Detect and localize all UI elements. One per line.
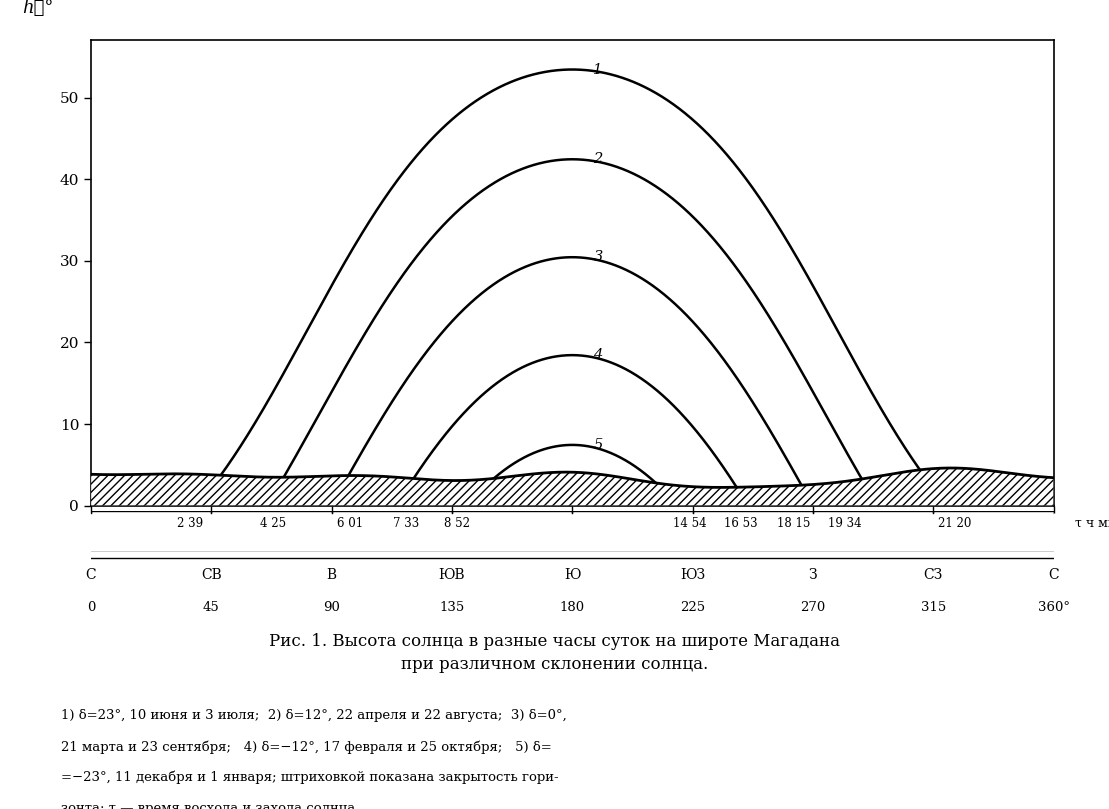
- Text: 19 34: 19 34: [828, 517, 862, 530]
- Text: 315: 315: [920, 601, 946, 614]
- Text: 1) δ=23°, 10 июня и 3 июля;  2) δ=12°, 22 апреля и 22 августа;  3) δ=0°,: 1) δ=23°, 10 июня и 3 июля; 2) δ=12°, 22…: [61, 709, 567, 722]
- Text: ЮВ: ЮВ: [438, 568, 466, 582]
- Text: 3: 3: [593, 250, 602, 265]
- Text: В: В: [326, 568, 337, 582]
- Text: зонта; τ — время восхода и захода солнца.: зонта; τ — время восхода и захода солнца…: [61, 802, 359, 809]
- Text: Рис. 1. Высота солнца в разные часы суток на широте Магадана
при различном склон: Рис. 1. Высота солнца в разные часы суто…: [269, 633, 840, 673]
- Text: 135: 135: [439, 601, 465, 614]
- Text: 0: 0: [87, 601, 95, 614]
- Text: 4 25: 4 25: [260, 517, 286, 530]
- Text: СВ: СВ: [201, 568, 222, 582]
- Text: 1: 1: [593, 62, 602, 77]
- Text: 90: 90: [323, 601, 340, 614]
- Text: 225: 225: [680, 601, 705, 614]
- Text: 2 39: 2 39: [176, 517, 203, 530]
- Text: 360°: 360°: [1038, 601, 1069, 614]
- Text: =−23°, 11 декабря и 1 января; штриховкой показана закрытость гори-: =−23°, 11 декабря и 1 января; штриховкой…: [61, 771, 559, 785]
- Text: 8 52: 8 52: [445, 517, 470, 530]
- Text: ЮЗ: ЮЗ: [680, 568, 705, 582]
- Text: 270: 270: [801, 601, 825, 614]
- Text: 21 марта и 23 сентября;   4) δ=−12°, 17 февраля и 25 октября;   5) δ=: 21 марта и 23 сентября; 4) δ=−12°, 17 фе…: [61, 740, 552, 754]
- Text: З: З: [808, 568, 817, 582]
- Text: С: С: [1048, 568, 1059, 582]
- Text: h☉°: h☉°: [22, 0, 53, 17]
- Text: 18 15: 18 15: [777, 517, 811, 530]
- Text: СЗ: СЗ: [924, 568, 943, 582]
- Text: τ ч мин: τ ч мин: [1075, 517, 1109, 530]
- Text: 2: 2: [593, 152, 602, 167]
- Text: Ю: Ю: [564, 568, 580, 582]
- Text: С: С: [85, 568, 96, 582]
- Text: 21 20: 21 20: [938, 517, 971, 530]
- Text: 4: 4: [593, 348, 602, 362]
- Text: 16 53: 16 53: [724, 517, 757, 530]
- Text: 7 33: 7 33: [394, 517, 419, 530]
- Text: 6 01: 6 01: [337, 517, 364, 530]
- Text: 45: 45: [203, 601, 220, 614]
- Polygon shape: [91, 468, 1054, 506]
- Text: 180: 180: [560, 601, 584, 614]
- Text: 5: 5: [593, 438, 602, 452]
- Text: 14 54: 14 54: [673, 517, 706, 530]
